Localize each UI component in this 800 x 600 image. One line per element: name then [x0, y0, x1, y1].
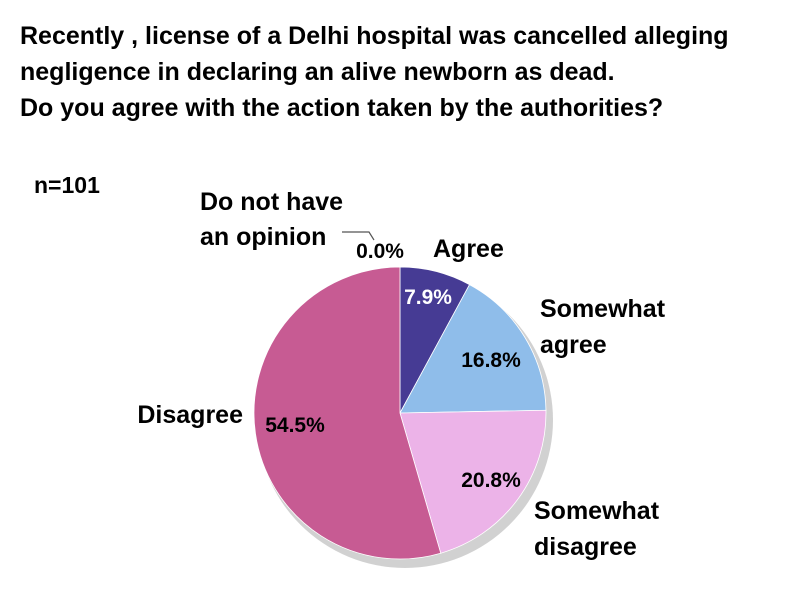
- value-label-do-not-have-an-opinion: 0.0%: [356, 240, 404, 263]
- question-line-3: Do you agree with the action taken by th…: [20, 94, 664, 122]
- sample-size-label: n=101: [34, 172, 100, 198]
- value-label-somewhat-disagree: 20.8%: [461, 469, 521, 492]
- category-label-agree: Agree: [433, 235, 504, 263]
- category-label-somewhat-agree: Somewhat agree: [540, 295, 666, 359]
- pie-slice-disagree: [253, 266, 442, 560]
- pie-slice-somewhat-disagree: [399, 409, 547, 554]
- pie-leader-lines: [342, 231, 375, 241]
- category-label-do-not-have-an-opinion: Do not have an opinion: [200, 188, 343, 251]
- value-label-disagree: 54.5%: [265, 414, 325, 437]
- pie-value-labels: 7.9% 16.8% 20.8% 54.5% 0.0%: [265, 240, 521, 492]
- category-label-somewhat-disagree: Somewhat disagree: [534, 497, 660, 561]
- question-line-1: Recently , license of a Delhi hospital w…: [20, 22, 729, 50]
- category-label-disagree: Disagree: [137, 401, 243, 429]
- pie-slice-somewhat-agree: [399, 284, 547, 414]
- pie-slices: [253, 266, 547, 560]
- leader-line-no-opinion: [342, 231, 375, 241]
- pie-category-labels: Agree Somewhat agree Somewhat disagree Disagr…: [137, 188, 665, 561]
- question-line-2: negligence in declaring an alive newborn…: [20, 58, 615, 86]
- value-label-somewhat-agree: 16.8%: [461, 349, 521, 372]
- value-label-agree: 7.9%: [404, 286, 452, 309]
- question-text: Recently , license of a Delhi hospital w…: [20, 18, 790, 126]
